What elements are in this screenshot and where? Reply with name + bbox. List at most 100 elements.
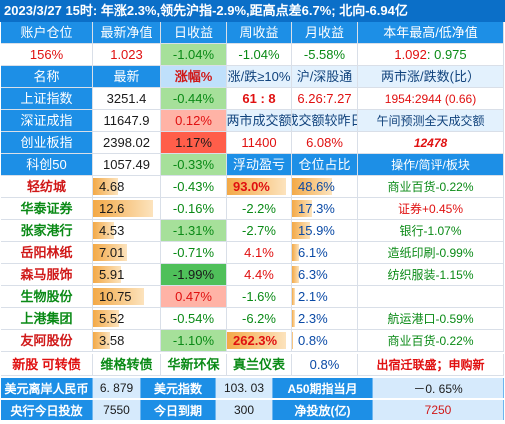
- new-issue-3: 真兰仪表: [227, 354, 292, 376]
- holding-weight-text: 6.1%: [298, 244, 328, 260]
- index-extra-3: 1954:2944 (0.66): [358, 88, 504, 110]
- holding-pnl: -2.2%: [227, 198, 292, 220]
- holding-last: 5.52: [93, 308, 161, 330]
- position-value: 156%: [1, 44, 93, 66]
- holding-last: 4.68: [93, 176, 161, 198]
- summary-header: 2023/3/27 15时: 年涨2.3%,领先沪指-2.9%,距高点差6.7%…: [0, 0, 505, 22]
- holding-note: 造纸印刷-0.99%: [358, 242, 504, 264]
- holding-pnl: 4.4%: [227, 264, 292, 286]
- holding-weight-text: 15.9%: [298, 222, 335, 238]
- holding-weight: 6.1%: [292, 242, 358, 264]
- index-extra-2: 成交额较昨日: [292, 110, 358, 132]
- holding-name: 上港集团: [1, 308, 93, 330]
- holding-change: -0.54%: [161, 308, 227, 330]
- holding-row[interactable]: 上港集团 5.52 -0.54% -6.2% 2.3% 航运港口-0.59%: [1, 308, 504, 330]
- net-injection-label: 净投放(亿): [273, 400, 373, 420]
- holding-pnl: -2.7%: [227, 220, 292, 242]
- holding-weight: 48.6%: [292, 176, 358, 198]
- index-change: 0.12%: [161, 110, 227, 132]
- maturity-label: 今日到期: [141, 400, 216, 420]
- holding-row[interactable]: 岳阳林纸 7.01 -0.71% 4.1% 6.1% 造纸印刷-0.99%: [1, 242, 504, 264]
- holding-weight: 0.8%: [292, 330, 358, 352]
- index-extra-1: 61 : 8: [227, 88, 292, 110]
- weight-bar: [292, 222, 310, 239]
- index-change: -0.33%: [161, 154, 227, 176]
- new-issue-label: 新股 可转债: [1, 354, 93, 376]
- holding-last: 5.91: [93, 264, 161, 286]
- price-bar: [93, 244, 127, 261]
- index-change: -0.44%: [161, 88, 227, 110]
- holding-change: -1.10%: [161, 330, 227, 352]
- holding-pnl: 4.1%: [227, 242, 292, 264]
- new-issue-weight: 0.8%: [292, 354, 358, 376]
- account-values-row: 156% 1.023 -1.04% -1.04% -5.58% 1.092: 0…: [1, 44, 504, 66]
- price-bar: [93, 288, 144, 305]
- holding-weight-text: 0.8%: [298, 332, 328, 348]
- col-adv-dec: 两市涨/跌数(比）: [358, 66, 504, 88]
- holding-name: 张家港行: [1, 220, 93, 242]
- weight-bar: [292, 310, 295, 327]
- holding-note: 航运港口-0.59%: [358, 308, 504, 330]
- holding-change: -0.43%: [161, 176, 227, 198]
- index-extra-2: 6.26:7.27: [292, 88, 358, 110]
- a50-label: A50期指当月: [273, 378, 373, 398]
- holding-weight: 17.3%: [292, 198, 358, 220]
- col-week-return: 周收益: [227, 22, 292, 44]
- holding-weight-text: 17.3%: [298, 200, 335, 216]
- pnl-bar: [227, 178, 286, 195]
- holding-last-text: 12.6: [99, 200, 125, 216]
- index-extra-1: 两市成交额: [227, 110, 292, 132]
- col-year-high-low: 本年最高/低净值: [358, 22, 504, 44]
- price-bar: [93, 332, 110, 349]
- holding-row[interactable]: 张家港行 4.53 -1.31% -2.7% 15.9% 银行-1.07%: [1, 220, 504, 242]
- net-injection-value: 7250: [373, 400, 504, 420]
- holding-note: 商业百货-0.22%: [358, 176, 504, 198]
- price-bar: [93, 178, 119, 195]
- holding-pnl: 93.0%: [227, 176, 292, 198]
- weight-bar: [292, 200, 312, 217]
- holding-last: 7.01: [93, 242, 161, 264]
- index-row: 上证指数 3251.4 -0.44% 61 : 8 6.26:7.27 1954:2944…: [1, 88, 504, 110]
- holding-note: 证券+0.45%: [358, 198, 504, 220]
- holding-row[interactable]: 森马服饰 5.91 -1.99% 4.4% 6.3% 纺织服装-1.15%: [1, 264, 504, 286]
- holding-change: 0.47%: [161, 286, 227, 308]
- index-extra-3: 操作/简评/板块: [358, 154, 504, 176]
- index-extra-2: 6.08%: [292, 132, 358, 154]
- holding-weight: 6.3%: [292, 264, 358, 286]
- holding-pnl: -1.6%: [227, 286, 292, 308]
- price-bar: [93, 200, 154, 217]
- index-name: 创业板指: [1, 132, 93, 154]
- holding-weight-text: 48.6%: [298, 178, 335, 194]
- index-row: 创业板指 2398.02 1.17% 11400 6.08% 12478: [1, 132, 504, 154]
- col-limit-up-down: 涨/跌≥10%: [227, 66, 292, 88]
- index-name: 深证成指: [1, 110, 93, 132]
- weight-bar: [292, 332, 294, 349]
- holding-row[interactable]: 生物股份 10.75 0.47% -1.6% 2.1%: [1, 286, 504, 308]
- usd-cnh-label: 美元离岸人民币: [1, 378, 93, 398]
- holding-last: 12.6: [93, 198, 161, 220]
- pboc-injection-value: 7550: [93, 400, 141, 420]
- holding-name: 轻纺城: [1, 176, 93, 198]
- price-bar: [93, 266, 122, 283]
- holding-note: [358, 286, 504, 308]
- dxy-value: 103. 03: [216, 378, 273, 398]
- pboc-injection-label: 央行今日投放: [1, 400, 93, 420]
- week-return-value: -1.04%: [227, 44, 292, 66]
- index-extra-3: 12478: [358, 132, 504, 154]
- pnl-bar: [227, 332, 286, 349]
- holding-name: 生物股份: [1, 286, 93, 308]
- holding-row[interactable]: 友阿股份 3.58 -1.10% 262.3% 0.8% 商业百货-0.22%: [1, 330, 504, 352]
- holding-note: 纺织服装-1.15%: [358, 264, 504, 286]
- index-row: 科创50 1057.49 -0.33% 浮动盈亏 仓位占比 操作/简评/板块: [1, 154, 504, 176]
- price-bar: [93, 222, 115, 239]
- maturity-value: 300: [216, 400, 273, 420]
- weight-bar: [292, 288, 295, 305]
- holding-row[interactable]: 轻纺城 4.68 -0.43% 93.0% 48.6% 商业百货-0.22%: [1, 176, 504, 198]
- holding-weight: 2.1%: [292, 286, 358, 308]
- index-extra-1: 浮动盈亏: [227, 154, 292, 176]
- holding-row[interactable]: 华泰证券 12.6 -0.16% -2.2% 17.3% 证券+0.45%: [1, 198, 504, 220]
- holding-pnl-text: 93.0%: [233, 178, 270, 194]
- index-last: 2398.02: [93, 132, 161, 154]
- holding-last: 3.58: [93, 330, 161, 352]
